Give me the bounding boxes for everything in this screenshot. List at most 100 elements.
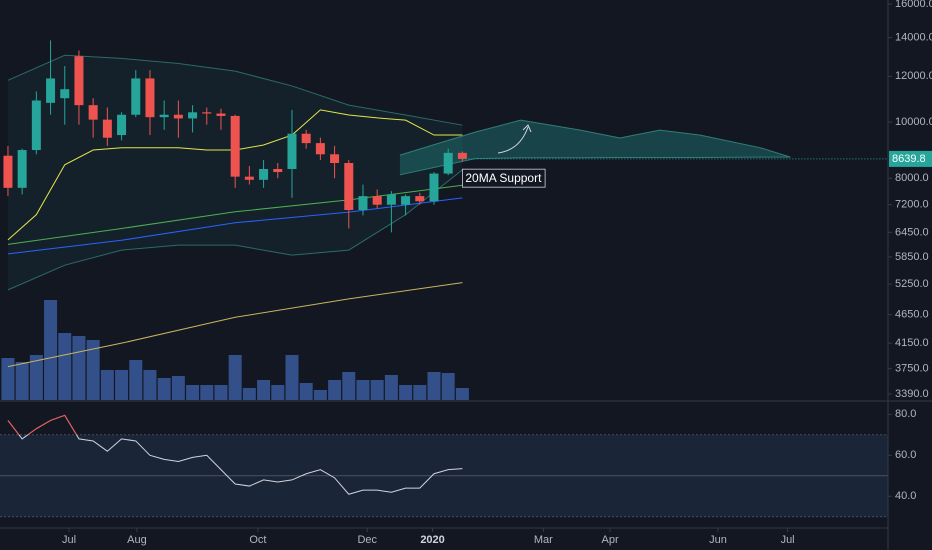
volume-bar [214,385,228,400]
annotation-text: 20MA Support [465,171,542,185]
volume-bar [427,372,441,400]
y-tick-label: 5250.0 [895,278,929,290]
volume-bar [370,380,384,400]
volume-bar [100,370,114,400]
volume-bar [72,336,86,400]
y-tick-label: 10000.0 [895,116,932,128]
candle-body [429,173,439,202]
candle-body [159,114,169,118]
band-upper [7,54,463,126]
x-tick-label: Dec [357,534,377,546]
volume-bar [313,390,327,400]
volume-bar [356,380,370,400]
moving-average [7,282,463,368]
volume-bar [271,385,285,400]
y-tick-label: 14000.0 [895,32,932,44]
volume-bar [44,300,58,400]
candle-body [330,154,340,163]
candle-body [301,133,311,144]
y-tick-label: 4150.0 [895,337,929,349]
rsi-pane [0,414,888,518]
candle-body [273,168,283,173]
annotation-arrowhead [522,124,532,133]
candle-body [457,152,467,159]
candle-body [202,112,212,114]
candle-body [117,114,127,136]
volume-bar [157,378,171,400]
volume-bar [413,385,427,400]
candle-body [315,143,325,155]
band-upper [399,119,791,158]
candle-body [415,196,425,202]
volume-bar [15,362,29,400]
volume-bar [328,380,342,400]
y-tick-label: 7200.0 [895,199,929,211]
volume-bar [29,355,43,400]
moving-average [7,184,463,245]
y-tick-label: 3390.0 [895,388,929,400]
y-tick-label: 3750.0 [895,363,929,375]
volume-bar [455,388,469,400]
annotation-arrow [497,126,529,154]
candle-body [17,150,27,188]
moving-average [7,197,463,255]
volume-bar [58,333,72,400]
volume-bar [86,340,100,400]
rsi-y-tick-label: 80.0 [895,408,916,420]
volume-bar [1,358,15,400]
candle-body [259,168,269,180]
volume-bar [200,385,214,400]
volume-bar [115,370,129,400]
volume-bar [285,355,299,400]
candle-body [358,196,368,211]
y-tick-label: 12000.0 [895,70,932,82]
candle-body [74,56,84,106]
x-tick-label: Jul [781,534,795,546]
rsi-line [7,414,463,495]
volume-bar [257,380,271,400]
x-tick-label: 2020 [420,534,444,546]
x-tick-label: Jul [62,534,76,546]
y-tick-label: 5850.0 [895,251,929,263]
volume-bar [171,376,185,400]
rsi-y-tick-label: 60.0 [895,449,916,461]
candle-body [145,78,155,118]
y-tick-label: 4650.0 [895,308,929,320]
candle-body [344,162,354,211]
candle-body [131,78,141,115]
y-tick-label: 16000.0 [895,0,932,10]
candle-body [88,105,98,120]
volume-bar [342,372,356,400]
volume-bar [143,370,157,400]
candle-body [386,194,396,205]
candle-body [401,196,411,205]
candle-body [46,78,56,103]
y-tick-label: 8000.0 [895,172,929,184]
volume-bar [186,385,200,400]
candle-body [60,89,70,99]
candle-body [173,114,183,119]
volume-bar [299,383,313,400]
candle-body [372,196,382,205]
volume-bar [384,375,398,400]
annotation-box [461,168,546,188]
x-tick-label: Aug [127,534,147,546]
rsi-y-tick-label: 40.0 [895,490,916,502]
volume-bar [129,360,143,400]
volume-bar [441,373,455,400]
volume-bar [399,385,413,400]
candle-body [3,155,13,188]
candle-body [102,119,112,138]
candle-body [443,152,453,174]
candle-body [188,112,198,119]
volume-bar [228,355,242,400]
x-tick-label: Mar [534,534,553,546]
last-price-box [889,150,932,167]
x-tick-label: Oct [249,534,266,546]
y-tick-label: 6450.0 [895,226,929,238]
last-price-label: 8639.8 [892,153,926,165]
candle-body [244,176,254,180]
volume-bar [242,388,256,400]
candle-body [216,113,226,116]
